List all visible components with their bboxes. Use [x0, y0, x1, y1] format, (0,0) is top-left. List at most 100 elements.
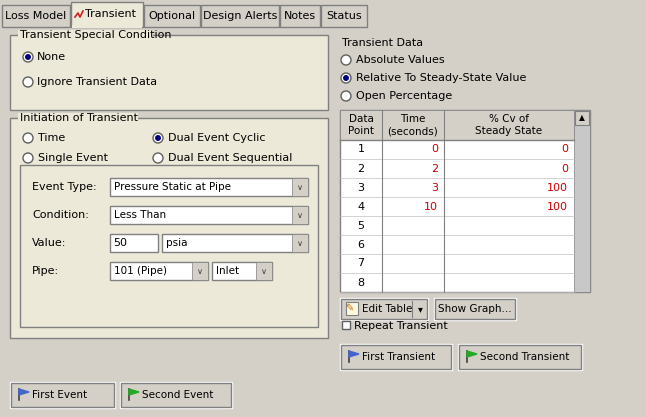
Bar: [342, 321, 350, 329]
Text: % Cv of
Steady State: % Cv of Steady State: [475, 114, 543, 136]
Circle shape: [341, 73, 351, 83]
Circle shape: [341, 91, 351, 101]
Bar: [574, 110, 590, 292]
Bar: [10, 118, 328, 338]
Text: 3: 3: [357, 183, 364, 193]
Text: Pressure Static at Pipe: Pressure Static at Pipe: [114, 182, 231, 192]
Circle shape: [23, 77, 33, 87]
Bar: [2, 5, 70, 27]
Text: Time
(seconds): Time (seconds): [388, 114, 439, 136]
Polygon shape: [129, 389, 139, 395]
Circle shape: [341, 55, 351, 65]
Text: ∨: ∨: [297, 239, 303, 248]
Bar: [341, 345, 451, 369]
Bar: [458, 344, 582, 370]
Circle shape: [26, 55, 30, 59]
Bar: [341, 299, 427, 319]
Bar: [459, 345, 581, 369]
Bar: [10, 382, 115, 408]
Bar: [201, 5, 279, 27]
Text: 1: 1: [357, 145, 364, 155]
Text: 8: 8: [357, 277, 364, 287]
Text: ▲: ▲: [579, 113, 585, 123]
Circle shape: [153, 153, 163, 163]
Text: Dual Event Sequential: Dual Event Sequential: [168, 153, 293, 163]
Bar: [340, 110, 574, 140]
Text: 2: 2: [357, 163, 364, 173]
Text: 0: 0: [561, 145, 568, 155]
Text: 5: 5: [357, 221, 364, 231]
Text: Status: Status: [326, 11, 362, 21]
Bar: [121, 383, 231, 407]
Bar: [110, 206, 308, 224]
Text: Notes: Notes: [284, 11, 316, 21]
Text: Time: Time: [38, 133, 65, 143]
Bar: [346, 302, 358, 315]
Text: First Transient: First Transient: [362, 352, 435, 362]
Text: Loss Model: Loss Model: [5, 11, 67, 21]
Text: 0: 0: [561, 163, 568, 173]
Text: Relative To Steady-State Value: Relative To Steady-State Value: [356, 73, 526, 83]
Bar: [120, 382, 232, 408]
Bar: [71, 2, 143, 27]
Bar: [192, 262, 208, 280]
Circle shape: [344, 76, 348, 80]
Bar: [110, 234, 158, 252]
Bar: [434, 298, 516, 320]
Bar: [212, 262, 272, 280]
Text: ∨: ∨: [297, 211, 303, 219]
Text: 4: 4: [357, 201, 364, 211]
Text: Optional: Optional: [149, 11, 196, 21]
Bar: [340, 298, 428, 320]
Text: Repeat Transient: Repeat Transient: [354, 321, 448, 331]
Bar: [256, 262, 272, 280]
Bar: [321, 5, 367, 27]
Text: 7: 7: [357, 259, 364, 269]
Text: Second Event: Second Event: [142, 390, 213, 400]
Bar: [20, 165, 318, 327]
Text: Absolute Values: Absolute Values: [356, 55, 444, 65]
Bar: [10, 35, 328, 110]
Text: Transient Data: Transient Data: [342, 38, 423, 48]
Bar: [18, 113, 138, 123]
Text: Second Transient: Second Transient: [480, 352, 569, 362]
Text: Pipe:: Pipe:: [32, 266, 59, 276]
Text: ∨: ∨: [261, 266, 267, 276]
Text: Design Alerts: Design Alerts: [203, 11, 277, 21]
Text: 101 (Pipe): 101 (Pipe): [114, 266, 167, 276]
Bar: [110, 262, 208, 280]
Bar: [72, 25, 142, 28]
Text: 10: 10: [424, 201, 438, 211]
Text: Ignore Transient Data: Ignore Transient Data: [37, 77, 157, 87]
Bar: [575, 111, 589, 125]
Text: Transient: Transient: [85, 9, 136, 19]
Bar: [292, 178, 308, 196]
Bar: [340, 110, 590, 292]
Text: psia: psia: [166, 238, 187, 248]
Polygon shape: [349, 351, 359, 357]
Text: None: None: [37, 52, 66, 62]
Circle shape: [23, 133, 33, 143]
Text: Show Graph...: Show Graph...: [438, 304, 512, 314]
Text: ✎: ✎: [345, 303, 353, 313]
Bar: [292, 234, 308, 252]
Bar: [144, 5, 200, 27]
Text: 100: 100: [547, 183, 568, 193]
Text: 50: 50: [113, 238, 127, 248]
Text: 2: 2: [431, 163, 438, 173]
Circle shape: [23, 52, 33, 62]
Text: Open Percentage: Open Percentage: [356, 91, 452, 101]
Text: Transient Special Condition: Transient Special Condition: [20, 30, 171, 40]
Bar: [340, 344, 452, 370]
Circle shape: [153, 133, 163, 143]
Text: Dual Event Cyclic: Dual Event Cyclic: [168, 133, 266, 143]
Bar: [162, 234, 308, 252]
Bar: [11, 383, 114, 407]
Text: ▾: ▾: [417, 304, 422, 314]
Text: Single Event: Single Event: [38, 153, 108, 163]
Text: Value:: Value:: [32, 238, 67, 248]
Bar: [280, 5, 320, 27]
Bar: [292, 206, 308, 224]
Text: Initiation of Transient: Initiation of Transient: [20, 113, 138, 123]
Polygon shape: [19, 389, 29, 395]
